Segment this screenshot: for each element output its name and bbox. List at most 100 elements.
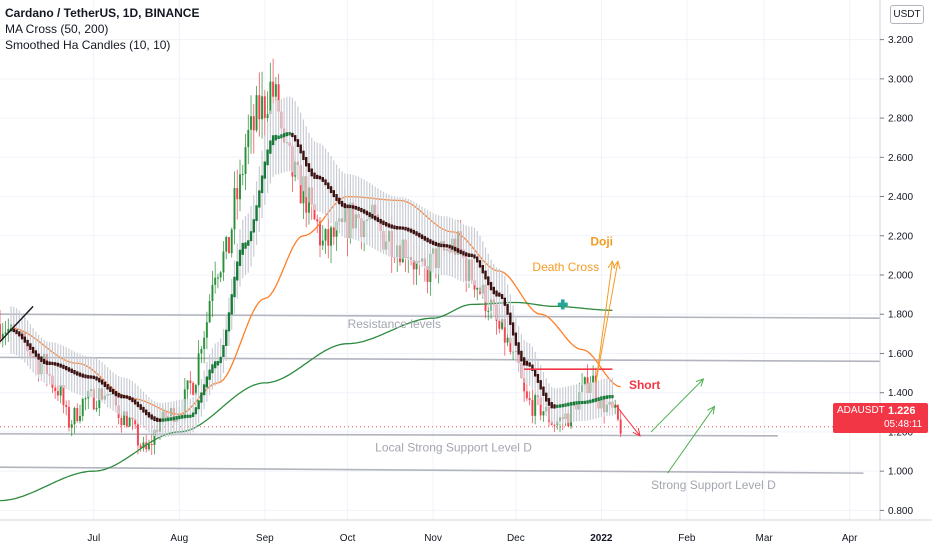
price-candle xyxy=(120,417,123,426)
ha-candle xyxy=(442,243,446,248)
annotation-label: Short xyxy=(629,378,660,392)
ha-candle xyxy=(459,249,462,255)
ha-candle xyxy=(213,361,217,369)
ha-candle xyxy=(34,350,38,357)
ha-candle xyxy=(602,395,606,400)
price-candle xyxy=(0,324,1,340)
ha-candle xyxy=(514,332,518,346)
price-candle xyxy=(332,227,335,237)
symbol-title[interactable]: Cardano / TetherUS, 1D, BINANCE xyxy=(5,6,200,20)
price-tick-label: 2.600 xyxy=(888,153,913,164)
ha-candle xyxy=(282,133,286,138)
resistance-lower-line xyxy=(0,356,881,363)
time-tick-label: Mar xyxy=(756,533,774,544)
ha-candle xyxy=(302,150,305,161)
ha-candle xyxy=(351,205,355,209)
ha-candle xyxy=(128,396,131,401)
ha-candle xyxy=(31,346,35,354)
indicator-ha-candles[interactable]: Smoothed Ha Candles (10, 10) xyxy=(5,38,171,52)
ha-candle xyxy=(484,270,487,280)
ha-candle xyxy=(545,392,548,402)
ha-candle xyxy=(45,360,49,365)
ha-candle xyxy=(120,394,123,399)
price-candle xyxy=(509,337,512,352)
ha-candle xyxy=(305,157,308,167)
ha-candle xyxy=(332,190,335,198)
ha-candle xyxy=(531,364,534,371)
price-candle xyxy=(553,424,556,426)
ha-candle xyxy=(393,225,396,230)
price-candle xyxy=(255,95,258,131)
price-tick-label: 2.800 xyxy=(888,114,913,125)
ha-candle xyxy=(506,304,509,315)
ha-candle xyxy=(365,210,369,216)
price-candle xyxy=(525,391,528,399)
price-candle xyxy=(142,442,145,449)
ha-candle xyxy=(550,402,553,409)
ha-candle xyxy=(376,217,380,223)
ha-candle xyxy=(489,281,493,291)
price-candle xyxy=(67,406,70,428)
death-cross-marker xyxy=(557,299,568,310)
ha-candle xyxy=(189,414,192,418)
ha-candle xyxy=(481,265,484,274)
price-candle xyxy=(330,227,333,246)
ha-candle xyxy=(169,417,173,421)
ha-candle xyxy=(145,409,148,416)
ha-candle xyxy=(76,371,79,376)
ha-candle xyxy=(247,240,250,246)
ha-candle xyxy=(147,412,151,418)
price-candle xyxy=(214,277,217,285)
resistance-upper-line xyxy=(0,313,881,319)
ha-candle xyxy=(511,322,515,336)
ha-candle xyxy=(180,415,184,419)
ha-candle xyxy=(478,260,482,268)
ha-candle xyxy=(426,237,429,243)
ha-candle xyxy=(404,226,407,231)
price-candle xyxy=(153,429,156,446)
price-candle xyxy=(4,332,7,334)
ha-candle xyxy=(114,391,118,397)
ha-candle xyxy=(29,343,32,350)
indicator-ma-cross[interactable]: MA Cross (50, 200) xyxy=(5,22,109,36)
ha-candle xyxy=(175,416,178,420)
ha-candle xyxy=(89,375,93,379)
ha-candle xyxy=(194,407,198,415)
ha-candle xyxy=(260,175,264,194)
ha-candle xyxy=(178,415,181,420)
annotation-label: Death Cross xyxy=(532,260,599,274)
price-tag-symbol: ADAUSDT xyxy=(837,405,885,416)
price-candle xyxy=(487,311,490,313)
ha-candle xyxy=(197,400,200,410)
currency-button[interactable]: USDT xyxy=(890,5,924,24)
price-candle xyxy=(216,277,219,279)
price-candle xyxy=(59,385,62,396)
price-candle xyxy=(92,389,95,410)
ha-candle xyxy=(338,197,341,205)
price-candle xyxy=(128,417,131,427)
price-candle xyxy=(498,320,501,329)
ha-candle xyxy=(362,209,366,214)
ha-candle xyxy=(211,364,214,374)
time-axis-bg xyxy=(0,520,932,550)
ha-candle xyxy=(318,175,322,180)
target-arrow-0 xyxy=(650,378,705,433)
ha-candle xyxy=(539,380,542,390)
ha-candle xyxy=(172,416,175,421)
ha-candle xyxy=(357,206,360,211)
ha-candle xyxy=(498,292,501,297)
ha-candle xyxy=(296,139,300,148)
ha-candle xyxy=(225,329,228,346)
ha-candle xyxy=(133,399,137,405)
price-candle xyxy=(252,116,255,131)
ha-candle xyxy=(349,204,352,209)
price-candle xyxy=(616,405,619,420)
price-candle xyxy=(319,221,321,246)
ha-candle xyxy=(136,401,140,408)
price-candle xyxy=(73,407,76,425)
price-candle xyxy=(76,407,79,422)
short-arrow-head xyxy=(632,427,641,437)
ha-candle xyxy=(263,161,267,179)
